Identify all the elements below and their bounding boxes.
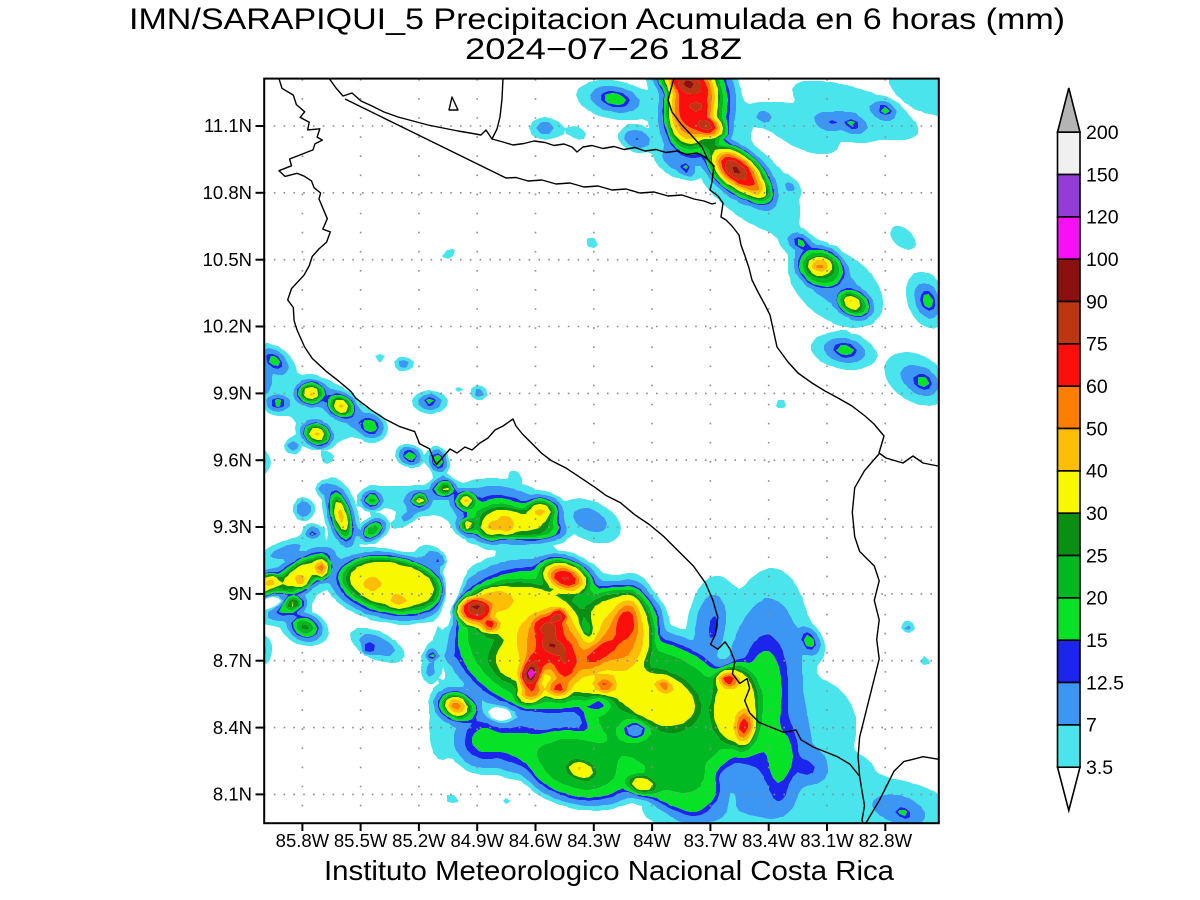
svg-text:3.5: 3.5 xyxy=(1086,757,1113,779)
svg-text:IMN/SARAPIQUI_5 Precipitacion: IMN/SARAPIQUI_5 Precipitacion Acumulada … xyxy=(129,3,1065,36)
svg-text:85.2W: 85.2W xyxy=(392,830,446,851)
svg-text:82.8W: 82.8W xyxy=(859,830,913,851)
svg-text:25: 25 xyxy=(1086,545,1108,567)
svg-text:90: 90 xyxy=(1086,291,1108,313)
svg-text:100: 100 xyxy=(1086,249,1119,271)
svg-text:2024−07−26 18Z: 2024−07−26 18Z xyxy=(465,33,742,66)
svg-text:15: 15 xyxy=(1086,630,1108,652)
svg-text:200: 200 xyxy=(1086,122,1119,144)
svg-text:9N: 9N xyxy=(228,583,252,604)
svg-text:10.5N: 10.5N xyxy=(203,249,252,270)
svg-text:8.4N: 8.4N xyxy=(213,717,252,738)
svg-text:Instituto Meteorologico Nacion: Instituto Meteorologico Nacional Costa R… xyxy=(324,855,894,886)
svg-text:84W: 84W xyxy=(633,830,672,851)
svg-text:7: 7 xyxy=(1086,715,1097,737)
svg-text:75: 75 xyxy=(1086,334,1108,356)
svg-text:20: 20 xyxy=(1086,588,1108,610)
svg-text:60: 60 xyxy=(1086,376,1108,398)
svg-text:40: 40 xyxy=(1086,461,1108,483)
svg-text:120: 120 xyxy=(1086,207,1119,229)
svg-text:84.9W: 84.9W xyxy=(450,830,504,851)
svg-text:83.1W: 83.1W xyxy=(800,830,854,851)
svg-text:85.5W: 85.5W xyxy=(334,830,388,851)
svg-text:84.3W: 84.3W xyxy=(567,830,621,851)
svg-text:8.7N: 8.7N xyxy=(213,650,252,671)
svg-text:150: 150 xyxy=(1086,164,1119,186)
svg-text:9.6N: 9.6N xyxy=(213,449,252,470)
svg-text:9.9N: 9.9N xyxy=(213,383,252,404)
svg-text:83.7W: 83.7W xyxy=(684,830,738,851)
svg-text:85.8W: 85.8W xyxy=(276,830,330,851)
svg-text:84.6W: 84.6W xyxy=(509,830,563,851)
svg-text:10.2N: 10.2N xyxy=(203,316,252,337)
svg-text:10.8N: 10.8N xyxy=(203,182,252,203)
svg-text:9.3N: 9.3N xyxy=(213,516,252,537)
svg-text:83.4W: 83.4W xyxy=(742,830,796,851)
svg-text:12.5: 12.5 xyxy=(1086,672,1124,694)
svg-text:30: 30 xyxy=(1086,503,1108,525)
svg-text:50: 50 xyxy=(1086,418,1108,440)
svg-text:8.1N: 8.1N xyxy=(213,784,252,805)
svg-text:11.1N: 11.1N xyxy=(204,115,252,136)
